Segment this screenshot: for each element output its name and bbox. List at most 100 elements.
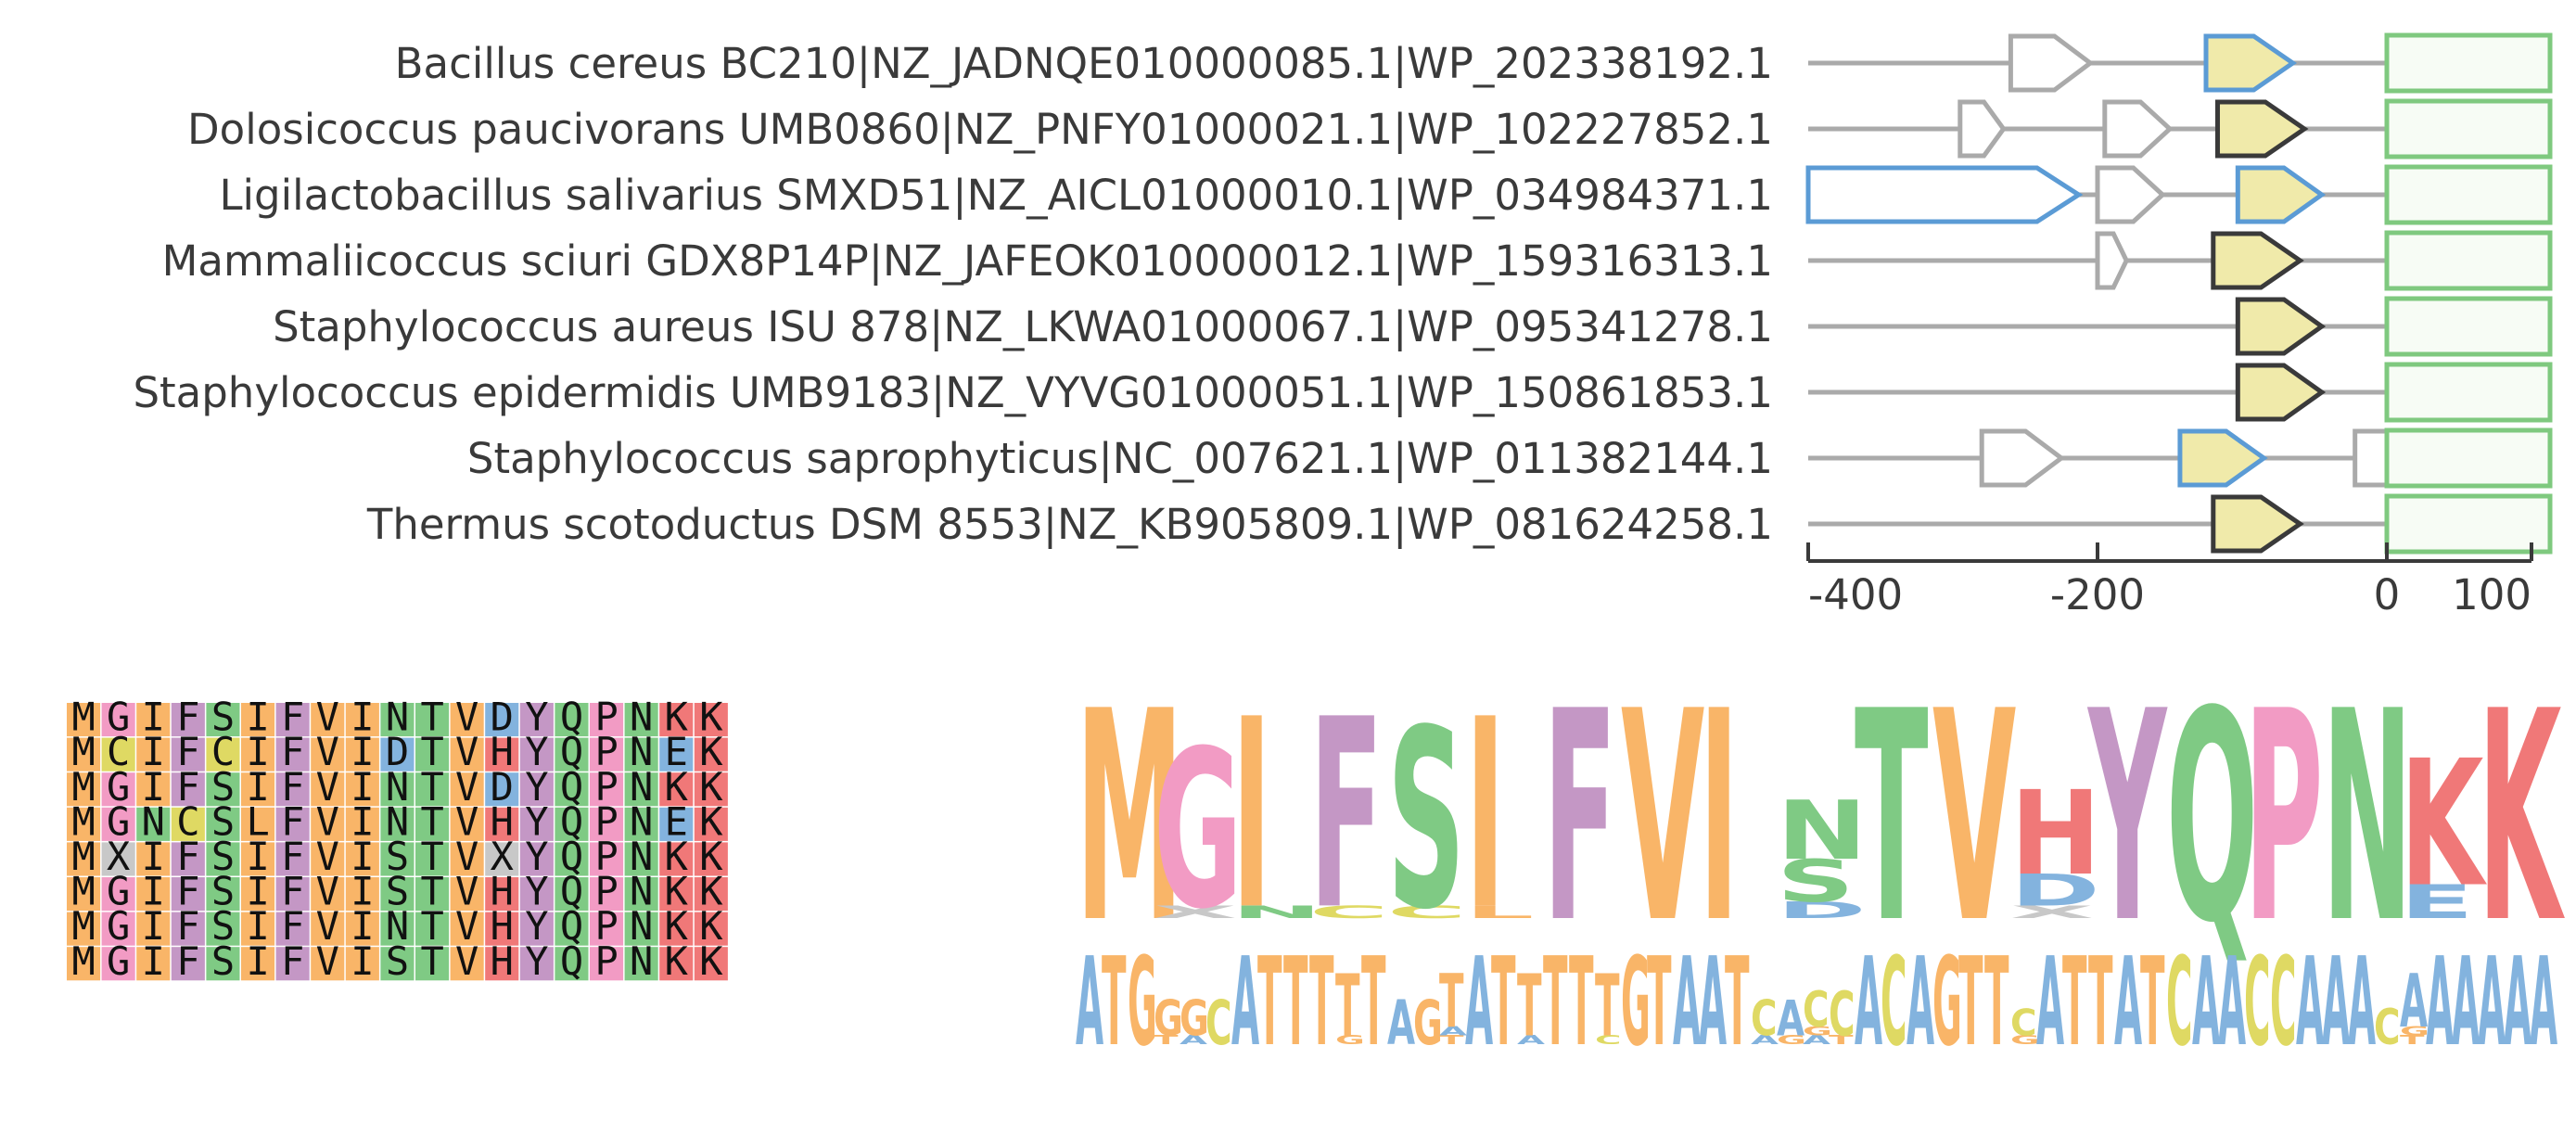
alignment-cell — [485, 947, 519, 981]
alignment-cell — [171, 877, 205, 912]
alignment-residue: P — [594, 729, 618, 774]
alignment-cell — [415, 912, 450, 946]
alignment-cell — [555, 807, 589, 841]
alignment-residue: V — [316, 764, 339, 810]
alignment-cell — [241, 947, 275, 981]
alignment-residue: I — [246, 938, 269, 984]
alignment-residue: N — [386, 798, 409, 844]
alignment-cell — [171, 772, 205, 807]
alignment-residue: X — [491, 834, 514, 879]
dna-logo-letter: A — [1751, 1033, 1779, 1047]
dna-logo-letter: C — [2244, 931, 2271, 1073]
alignment-residue: T — [420, 938, 443, 984]
neighbor-gene-arrow — [2095, 165, 2166, 224]
axis-tick-label: -200 — [2050, 570, 2145, 619]
alignment-cell — [450, 947, 484, 981]
alignment-cell — [345, 772, 379, 807]
alignment-cell — [659, 842, 694, 876]
alignment-cell — [659, 703, 694, 737]
alignment-residue: H — [491, 869, 514, 914]
alignment-residue: Q — [560, 764, 583, 810]
axis-tick-label: -400 — [1808, 570, 1903, 619]
alignment-residue: S — [211, 834, 235, 879]
dna-logo-letter: G — [2010, 1033, 2040, 1047]
alignment-cell — [311, 947, 345, 981]
alignment-residue: N — [630, 834, 653, 879]
alignment-cell — [590, 842, 624, 876]
alignment-residue: K — [699, 834, 723, 879]
alignment-residue: V — [455, 764, 478, 810]
target-gene-box — [2384, 296, 2553, 357]
alignment-residue: I — [246, 834, 269, 879]
alignment-residue: K — [699, 798, 723, 844]
alignment-cell — [311, 912, 345, 946]
alignment-residue: I — [142, 695, 165, 740]
alignment-residue: F — [281, 938, 304, 984]
alignment-residue: N — [386, 695, 409, 740]
alignment-cell — [67, 912, 101, 946]
protein-logo-letter: Q — [2166, 649, 2258, 987]
alignment-residue: N — [386, 764, 409, 810]
alignment-cell — [519, 807, 554, 841]
alignment-residue: F — [281, 798, 304, 844]
alignment-residue: K — [699, 903, 723, 949]
alignment-residue: P — [594, 938, 618, 984]
alignment-cell — [485, 772, 519, 807]
alignment-cell — [206, 947, 240, 981]
alignment-residue: G — [107, 798, 130, 844]
dna-logo-letter: A — [2218, 931, 2246, 1073]
alignment-residue: F — [176, 869, 199, 914]
dna-logo-letter: T — [1335, 955, 1360, 1055]
alignment-residue: N — [630, 695, 653, 740]
dna-logo-letter: A — [1439, 1024, 1468, 1038]
alignment-cell — [275, 877, 310, 912]
alignment-cell — [450, 772, 484, 807]
alignment-residue: I — [142, 869, 165, 914]
alignment-residue: I — [351, 798, 374, 844]
dna-logo-letter: G — [1180, 990, 1209, 1047]
protein-logo-letter: Y — [2087, 649, 2169, 987]
alignment-cell — [624, 737, 658, 772]
alignment-cell — [624, 912, 658, 946]
alignment-cell — [136, 703, 171, 737]
alignment-residue: I — [351, 764, 374, 810]
alignment-residue: Y — [525, 903, 548, 949]
alignment-residue: V — [455, 869, 478, 914]
alignment-residue: I — [246, 903, 269, 949]
alignment-residue: I — [142, 729, 165, 774]
alignment-residue: Y — [525, 869, 548, 914]
focus-gene-arrow — [2214, 99, 2309, 159]
alignment-cell — [67, 947, 101, 981]
alignment-cell — [590, 807, 624, 841]
alignment-residue: N — [630, 729, 653, 774]
alignment-residue: I — [246, 729, 269, 774]
alignment-cell — [241, 877, 275, 912]
position-axis: -400 -200 0 100 — [1806, 542, 2533, 619]
alignment-residue: F — [281, 834, 304, 879]
alignment-cell — [136, 737, 171, 772]
alignment-residue: F — [176, 938, 199, 984]
protein-logo-letter: K — [2400, 722, 2487, 925]
alignment-cell — [519, 772, 554, 807]
alignment-residue: I — [351, 938, 374, 984]
dna-logo-letter: G — [1803, 1024, 1832, 1038]
alignment-cell — [275, 947, 310, 981]
alignment-cell — [275, 772, 310, 807]
dna-logo-letter: G — [1621, 931, 1651, 1073]
protein-logo-letter: P — [2244, 649, 2324, 987]
alignment-cell — [311, 703, 345, 737]
dna-logo-letter: C — [2374, 999, 2401, 1055]
genome-label: Bacillus cereus BC210|NZ_JADNQE010000085… — [395, 39, 1773, 88]
gene-neighborhood-panel: Bacillus cereus BC210|NZ_JADNQE010000085… — [133, 32, 2553, 555]
protein-logo-letter: T — [1855, 649, 1929, 987]
alignment-residue: V — [316, 729, 339, 774]
genome-label: Staphylococcus epidermidis UMB9183|NZ_VY… — [133, 368, 1773, 417]
alignment-cell — [485, 807, 519, 841]
alignment-residue: Q — [560, 798, 583, 844]
alignment-cell — [555, 947, 589, 981]
dna-logo-letter: A — [2036, 931, 2064, 1073]
alignment-residue: M — [71, 869, 95, 914]
alignment-residue: N — [386, 903, 409, 949]
dna-logo-letter: G — [1335, 1033, 1365, 1047]
alignment-residue: N — [142, 798, 165, 844]
